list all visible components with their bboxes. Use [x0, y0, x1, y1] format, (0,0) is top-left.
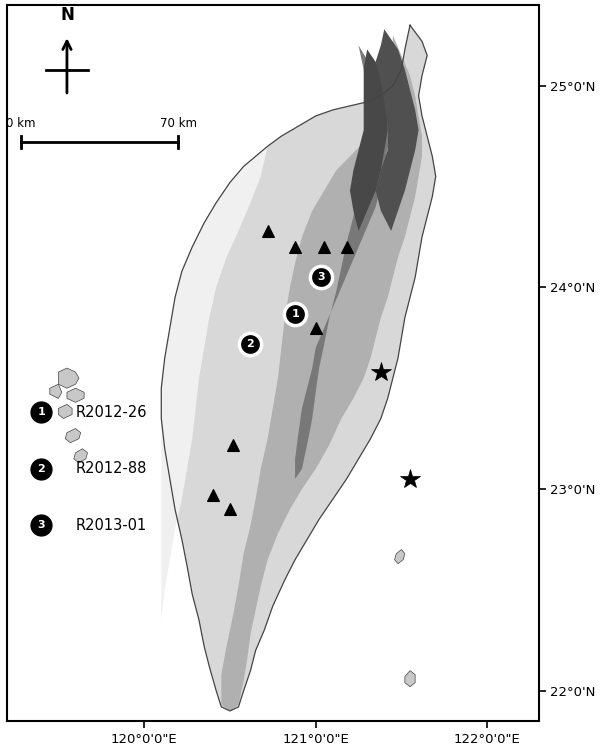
Text: 2: 2 [37, 464, 45, 474]
Text: R2012-26: R2012-26 [76, 405, 147, 420]
Polygon shape [161, 146, 268, 620]
Polygon shape [376, 29, 419, 231]
Text: R2013-01: R2013-01 [76, 518, 147, 533]
Polygon shape [161, 26, 436, 711]
Text: 3: 3 [317, 272, 325, 282]
Text: N: N [60, 6, 74, 24]
Text: R2012-88: R2012-88 [76, 461, 147, 476]
Text: 1: 1 [291, 308, 299, 319]
Polygon shape [58, 404, 72, 418]
Polygon shape [221, 35, 422, 711]
Polygon shape [50, 384, 62, 398]
Polygon shape [58, 368, 79, 388]
Text: 70 km: 70 km [160, 117, 197, 130]
Polygon shape [67, 388, 84, 402]
Polygon shape [405, 670, 415, 687]
Text: 3: 3 [37, 520, 45, 530]
Text: 1: 1 [37, 407, 45, 418]
Polygon shape [350, 50, 388, 231]
Polygon shape [395, 550, 405, 564]
Polygon shape [74, 448, 88, 463]
Polygon shape [65, 428, 80, 442]
Text: 2: 2 [247, 339, 254, 349]
Polygon shape [295, 45, 388, 479]
Text: 0 km: 0 km [6, 117, 35, 130]
